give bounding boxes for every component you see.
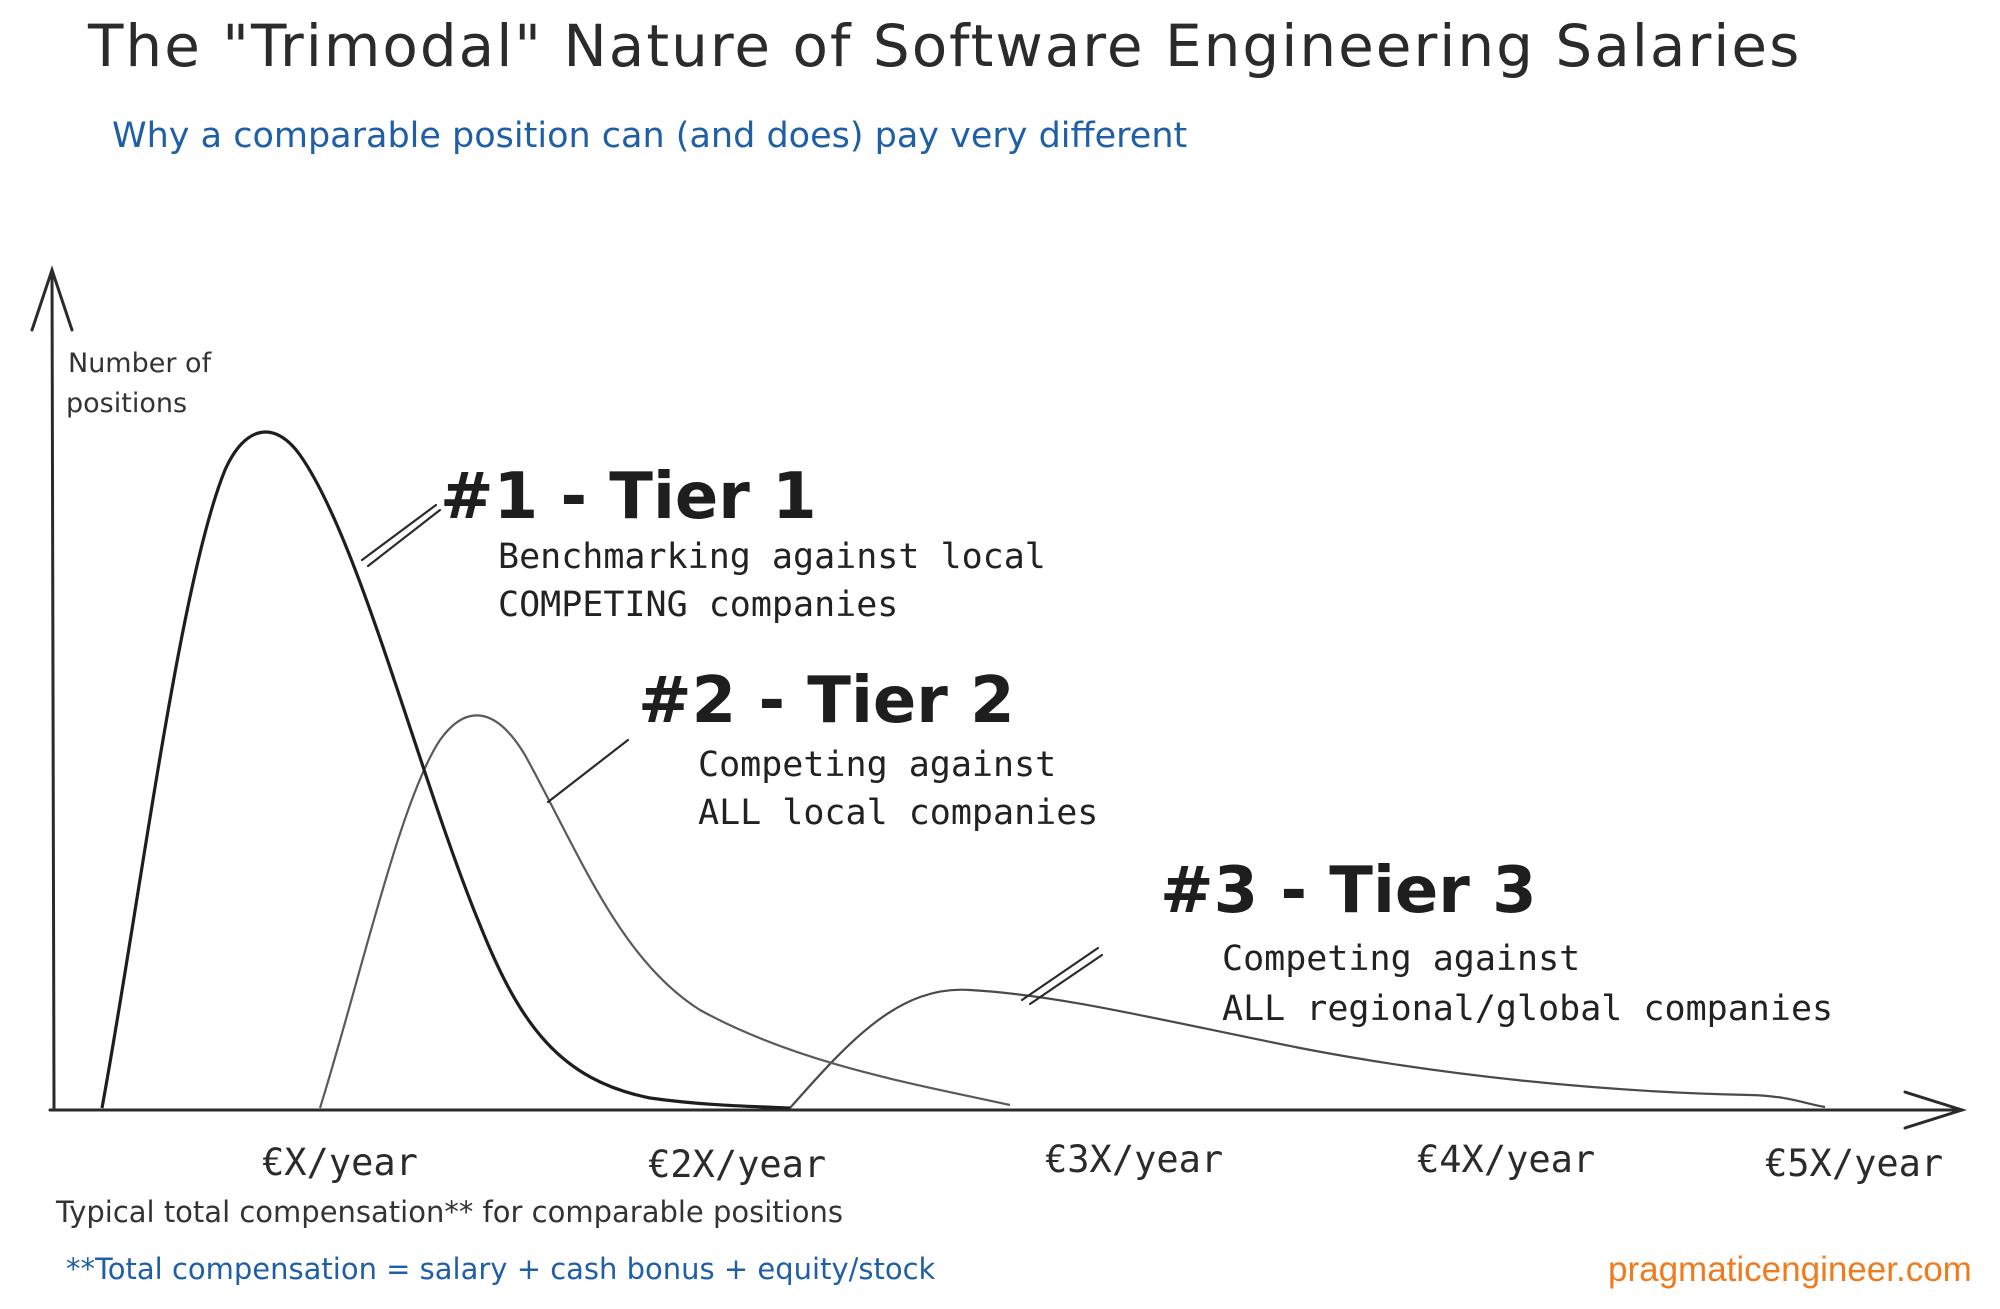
x-axis-tick-labels: €X/year €2X/year €3X/year €4X/year €5X/y…	[262, 1138, 1943, 1186]
tier-3-pointer	[1020, 946, 1104, 1006]
tier-1-pointer	[360, 503, 442, 568]
tier-2-pointer	[546, 738, 630, 804]
tier-3-description-line-1: Competing against	[1222, 939, 1580, 979]
y-axis-label-line-1: Number of	[68, 348, 213, 379]
tier-2-curve	[318, 714, 1011, 1109]
tier-1-title: #1 - Tier 1	[440, 460, 817, 534]
tier-2-description-line-1: Competing against	[698, 745, 1056, 785]
tier-1-description-line-1: Benchmarking against local	[498, 537, 1046, 577]
tier-1-description-line-2: COMPETING companies	[498, 585, 898, 625]
x-axis-arrowhead	[1903, 1090, 1967, 1130]
y-axis-label-line-2: positions	[66, 388, 187, 419]
tier-2-title: #2 - Tier 2	[638, 664, 1015, 738]
y-axis-arrowhead	[30, 265, 74, 332]
diagram-title: The "Trimodal" Nature of Software Engine…	[88, 12, 1802, 80]
x-axis-caption: Typical total compensation** for compara…	[56, 1195, 843, 1229]
axes	[30, 265, 1967, 1130]
x-tick-label-5x: €5X/year	[1765, 1142, 1943, 1185]
diagram-subtitle: Why a comparable position can (and does)…	[112, 116, 1188, 156]
tier-3-curve	[789, 988, 1826, 1109]
x-tick-label-1x: €X/year	[262, 1141, 418, 1184]
x-tick-label-3x: €3X/year	[1045, 1138, 1223, 1181]
y-axis-line	[50, 268, 56, 1110]
label-pointers	[360, 503, 1104, 1006]
x-tick-label-2x: €2X/year	[648, 1143, 826, 1186]
total-compensation-footnote: **Total compensation = salary + cash bon…	[66, 1252, 936, 1286]
tier-3-title: #3 - Tier 3	[1160, 854, 1537, 928]
tier-3-description-line-2: ALL regional/global companies	[1222, 989, 1833, 1029]
source-site-link[interactable]: pragmaticengineer.com	[1608, 1250, 1972, 1289]
tier-1-curve	[100, 430, 791, 1110]
tier-2-description-line-2: ALL local companies	[698, 793, 1098, 833]
x-tick-label-4x: €4X/year	[1417, 1138, 1595, 1181]
